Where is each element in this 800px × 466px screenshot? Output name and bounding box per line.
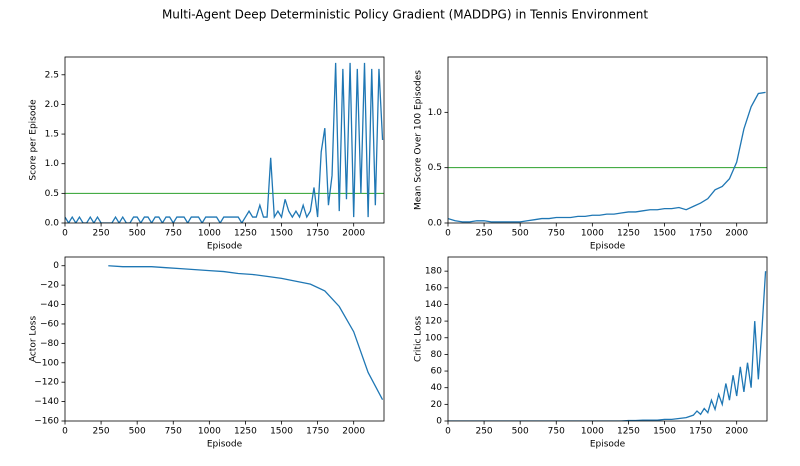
y-tick-label: −40 [40,300,59,310]
data-line [108,265,384,400]
y-tick-label: −100 [34,358,59,368]
x-tick-label: 500 [512,229,529,239]
y-axis-label: Mean Score Over 100 Episodes [414,70,424,210]
x-tick-label: 0 [62,427,68,437]
x-tick-label: 0 [445,427,451,437]
x-tick-label: 1750 [306,229,329,239]
y-tick-label: 0.5 [45,189,59,199]
y-tick-label: 0.0 [428,219,443,229]
x-tick-label: 1000 [198,229,221,239]
y-axis-label: Critic Loss [414,316,424,362]
y-tick-label: 120 [425,317,442,327]
y-tick-label: −140 [34,397,59,407]
y-tick-label: −60 [40,319,59,329]
y-tick-label: 40 [431,383,443,393]
x-tick-label: 1750 [689,427,712,437]
x-tick-label: 2000 [342,229,365,239]
x-tick-label: 1250 [617,229,640,239]
y-tick-label: 0 [436,417,442,427]
x-tick-label: 750 [165,229,182,239]
x-tick-label: 250 [475,427,492,437]
x-axis-label: Episode [590,242,626,252]
y-tick-label: −120 [34,378,59,388]
plot-frame [64,56,385,224]
y-tick-label: 2.5 [45,70,59,80]
x-tick-label: 1000 [581,229,604,239]
x-tick-label: 500 [129,229,146,239]
y-tick-label: 160 [425,283,442,293]
y-axis-label: Actor Loss [29,316,39,363]
y-tick-label: 1.5 [45,130,59,140]
y-tick-label: 140 [425,300,442,310]
x-tick-label: 250 [92,427,109,437]
y-tick-label: 0.5 [428,163,442,173]
x-axis-label: Episode [590,440,626,450]
x-tick-label: 500 [512,427,529,437]
x-tick-label: 1750 [306,427,329,437]
x-tick-label: 2000 [725,427,748,437]
plot-frame [447,56,768,224]
y-tick-label: 0.0 [45,219,60,229]
y-tick-label: −80 [40,339,59,349]
x-axis-label: Episode [207,440,243,450]
data-line [448,91,766,223]
x-tick-label: 0 [445,229,451,239]
x-tick-label: 2000 [725,229,748,239]
y-axis-label: Score per Episode [29,99,39,181]
x-tick-label: 750 [548,229,565,239]
x-tick-label: 0 [62,229,68,239]
x-tick-label: 1500 [270,427,293,437]
y-tick-label: 2.0 [45,100,60,110]
y-tick-label: 80 [431,350,443,360]
x-tick-label: 1750 [689,229,712,239]
x-tick-label: 750 [165,427,182,437]
x-tick-label: 1500 [270,229,293,239]
x-tick-label: 1000 [198,427,221,437]
x-tick-label: 2000 [342,427,365,437]
y-tick-label: 1.0 [428,108,443,118]
y-tick-label: 20 [431,400,443,410]
x-tick-label: 1250 [234,427,257,437]
x-tick-label: 1250 [234,229,257,239]
x-tick-label: 1500 [653,427,676,437]
x-tick-label: 250 [475,229,492,239]
y-tick-label: 60 [431,367,443,377]
figure-title: Multi-Agent Deep Deterministic Policy Gr… [162,8,648,22]
y-tick-label: −160 [34,417,59,427]
y-tick-label: 1.0 [45,159,60,169]
x-tick-label: 750 [548,427,565,437]
y-tick-label: −20 [40,281,59,291]
data-line [65,62,384,223]
y-tick-label: 0 [53,261,59,271]
x-axis-label: Episode [207,242,243,252]
x-tick-label: 1000 [581,427,604,437]
y-tick-label: 100 [425,333,442,343]
y-tick-label: 180 [425,267,442,277]
x-tick-label: 1250 [617,427,640,437]
x-tick-label: 250 [92,229,109,239]
plot-frame [64,256,385,422]
x-tick-label: 1500 [653,229,676,239]
plot-frame [447,256,768,422]
data-line [448,271,767,421]
x-tick-label: 500 [129,427,146,437]
